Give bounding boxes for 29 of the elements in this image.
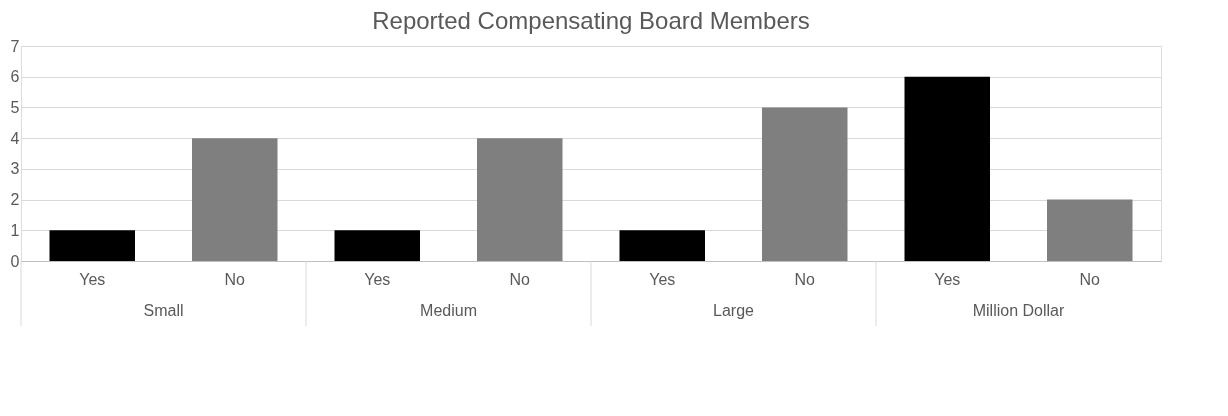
text: No — [1079, 270, 1100, 288]
y-tick-label: 6 — [10, 68, 20, 86]
x-tick-label: Medium — [420, 302, 477, 319]
y-tick-label: 5 — [10, 98, 20, 116]
text: Yes — [934, 270, 961, 288]
chart-title: Reported Compensating Board Members — [372, 7, 810, 34]
x-tick-label: Large — [713, 302, 755, 319]
bar — [904, 76, 990, 261]
y-tick-label: 3 — [10, 160, 20, 178]
y-tick-label: 1 — [10, 221, 20, 239]
y-tick-label: 0 — [10, 252, 20, 270]
bar — [619, 230, 705, 261]
bar — [192, 138, 278, 261]
text: Yes — [364, 270, 391, 288]
series-label: Yes — [79, 270, 106, 288]
bar — [477, 138, 563, 261]
y-tick-label: 4 — [10, 129, 20, 147]
bar — [1047, 199, 1133, 261]
bar — [334, 230, 420, 261]
y-tick-label: 7 — [10, 37, 20, 55]
bar — [762, 107, 848, 261]
text: No — [794, 270, 815, 288]
text: No — [509, 270, 530, 288]
x-tick-label: Million Dollar — [972, 302, 1065, 319]
series-label: No — [224, 270, 246, 288]
x-tick-label: Small — [143, 302, 184, 319]
y-tick-label: 2 — [10, 191, 20, 209]
bar — [49, 230, 135, 261]
text: Yes — [649, 270, 676, 288]
